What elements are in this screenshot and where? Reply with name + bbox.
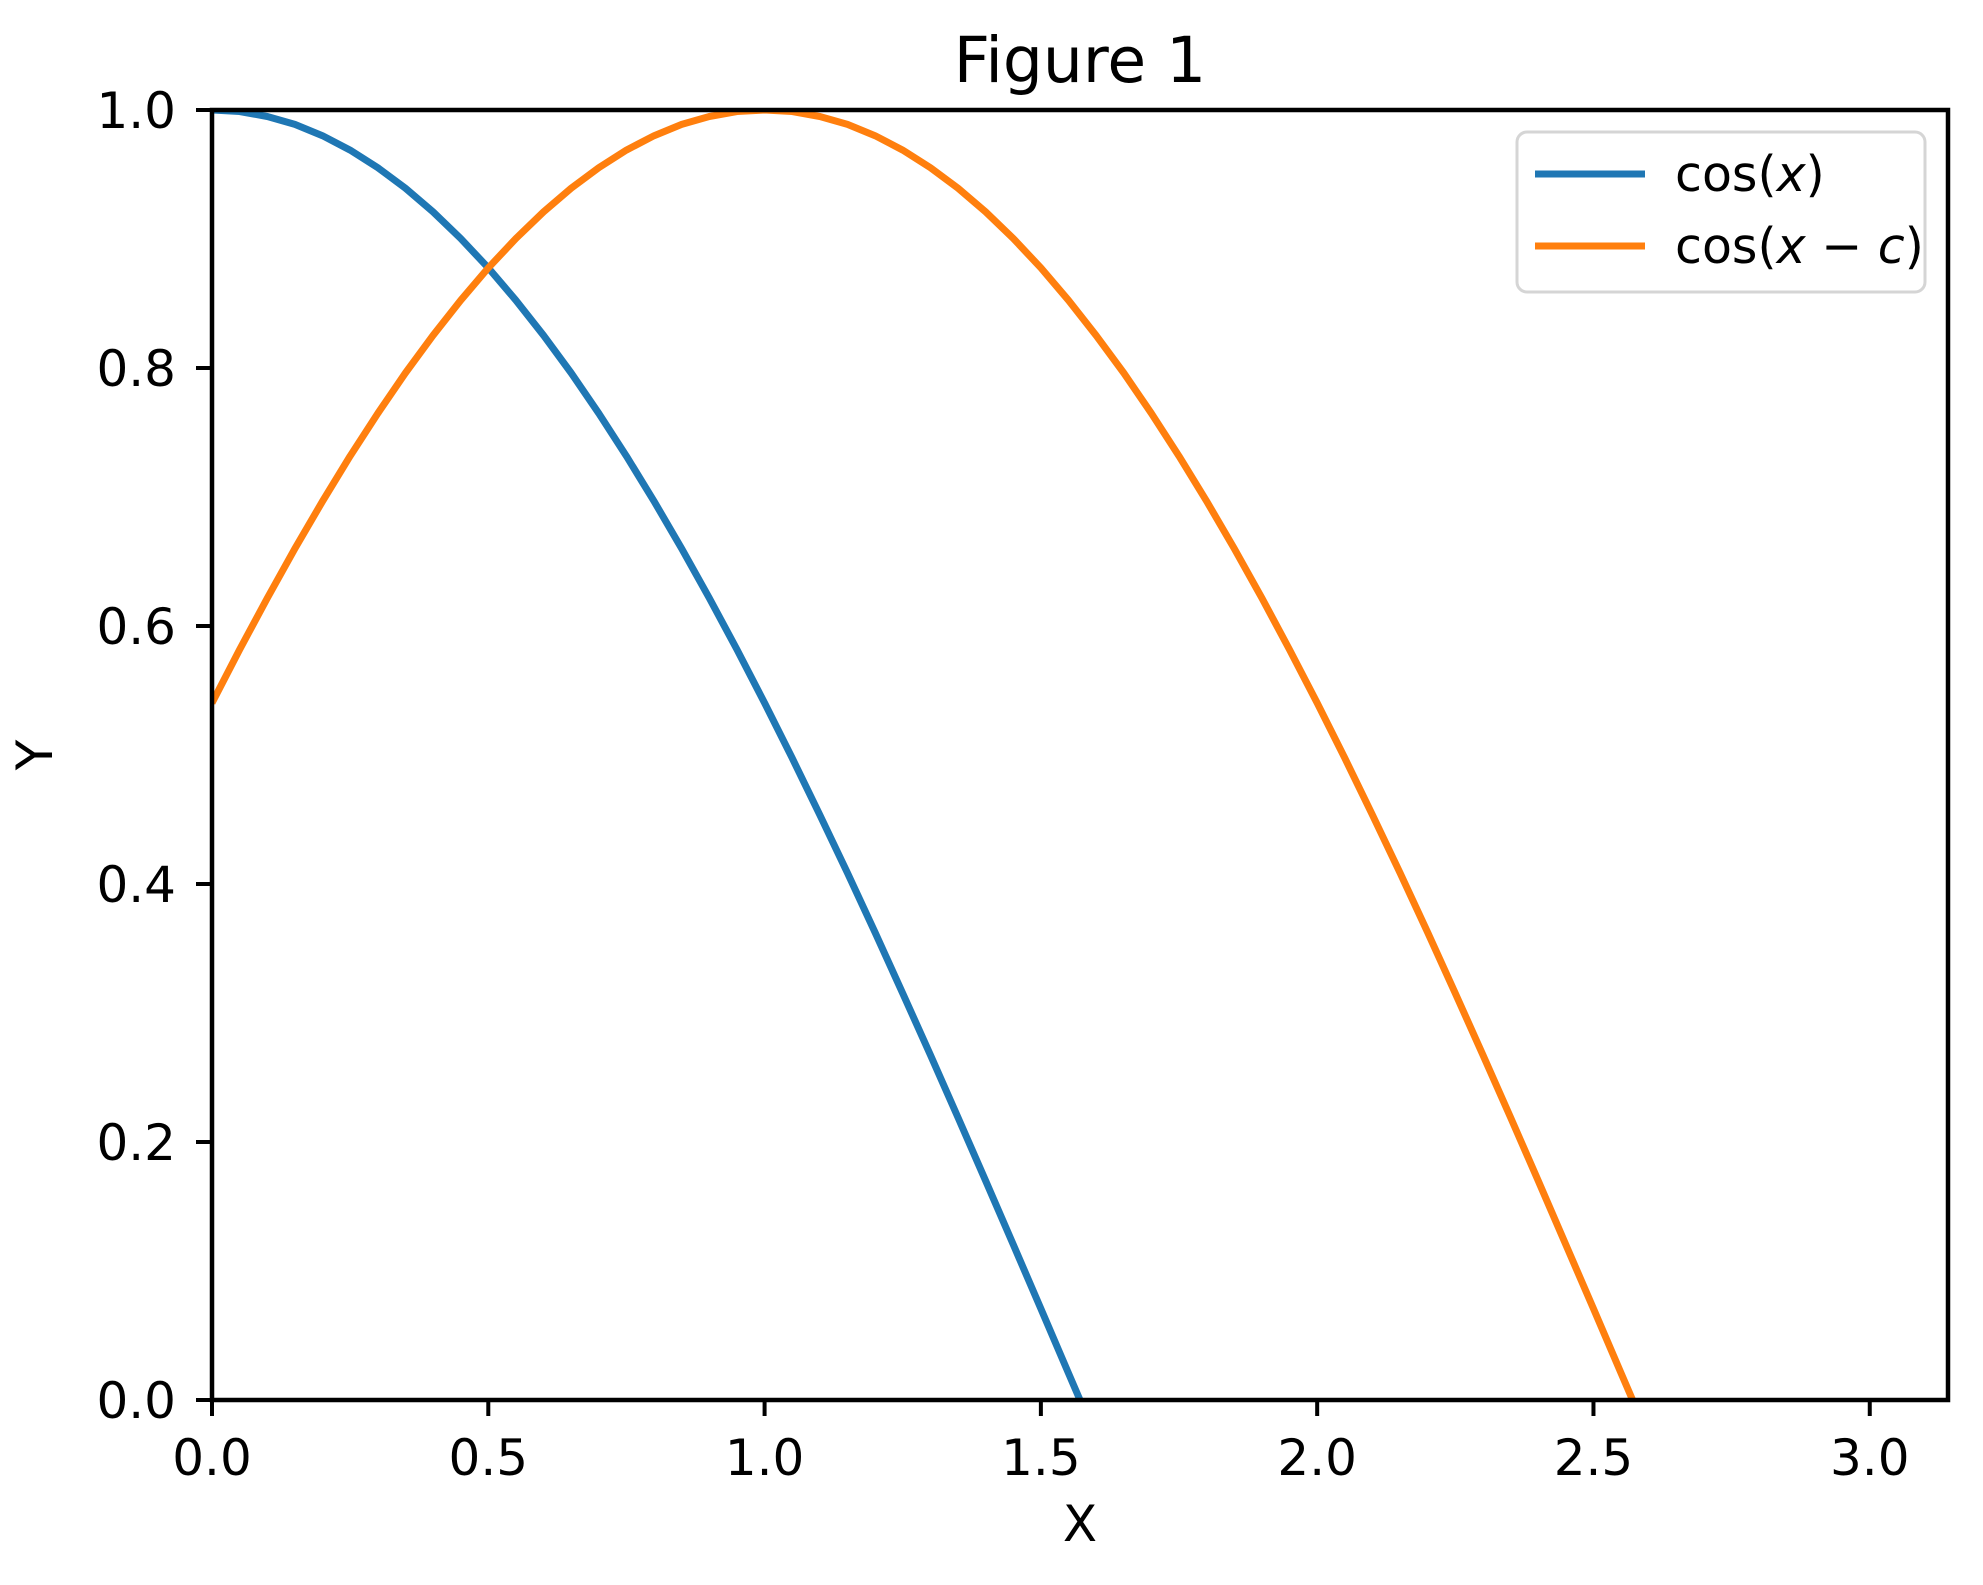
y-axis-label: Y — [6, 739, 64, 771]
curve-cos-x — [212, 110, 1084, 1400]
y-axis-ticks: 0.0 0.2 0.4 0.6 0.8 1.0 — [96, 82, 212, 1430]
x-tick-label: 2.0 — [1277, 1429, 1357, 1487]
y-tick-label: 0.0 — [96, 1372, 176, 1430]
y-tick-label: 1.0 — [96, 82, 176, 140]
x-tick-label: 3.0 — [1830, 1429, 1910, 1487]
x-tick-label: 1.5 — [1001, 1429, 1081, 1487]
legend-entries: cos(x) cos(x − c) — [1535, 146, 1924, 275]
y-tick-label: 0.4 — [96, 856, 176, 914]
x-axis-label: X — [1063, 1495, 1097, 1553]
y-tick-label: 0.8 — [96, 340, 176, 398]
axes-box — [209, 107, 1951, 1403]
y-tick-label: 0.6 — [96, 598, 176, 656]
x-tick-label: 0.0 — [172, 1429, 252, 1487]
legend: cos(x) cos(x − c) — [1515, 130, 1927, 294]
x-axis-ticks: 0.0 0.5 1.0 1.5 2.0 2.5 3.0 — [172, 1400, 1910, 1487]
curves — [212, 110, 1636, 1400]
plot-area — [212, 110, 1948, 1400]
y-tick-label: 0.2 — [96, 1114, 176, 1172]
chart-title: Figure 1 — [954, 24, 1206, 97]
x-tick-label: 1.0 — [725, 1429, 805, 1487]
curve-cos-x-minus-c — [212, 110, 1636, 1400]
legend-label-cos-x-minus-c: cos(x − c) — [1675, 218, 1924, 275]
x-tick-label: 0.5 — [449, 1429, 529, 1487]
legend-label-cos-x: cos(x) — [1675, 146, 1825, 203]
x-tick-label: 2.5 — [1554, 1429, 1634, 1487]
